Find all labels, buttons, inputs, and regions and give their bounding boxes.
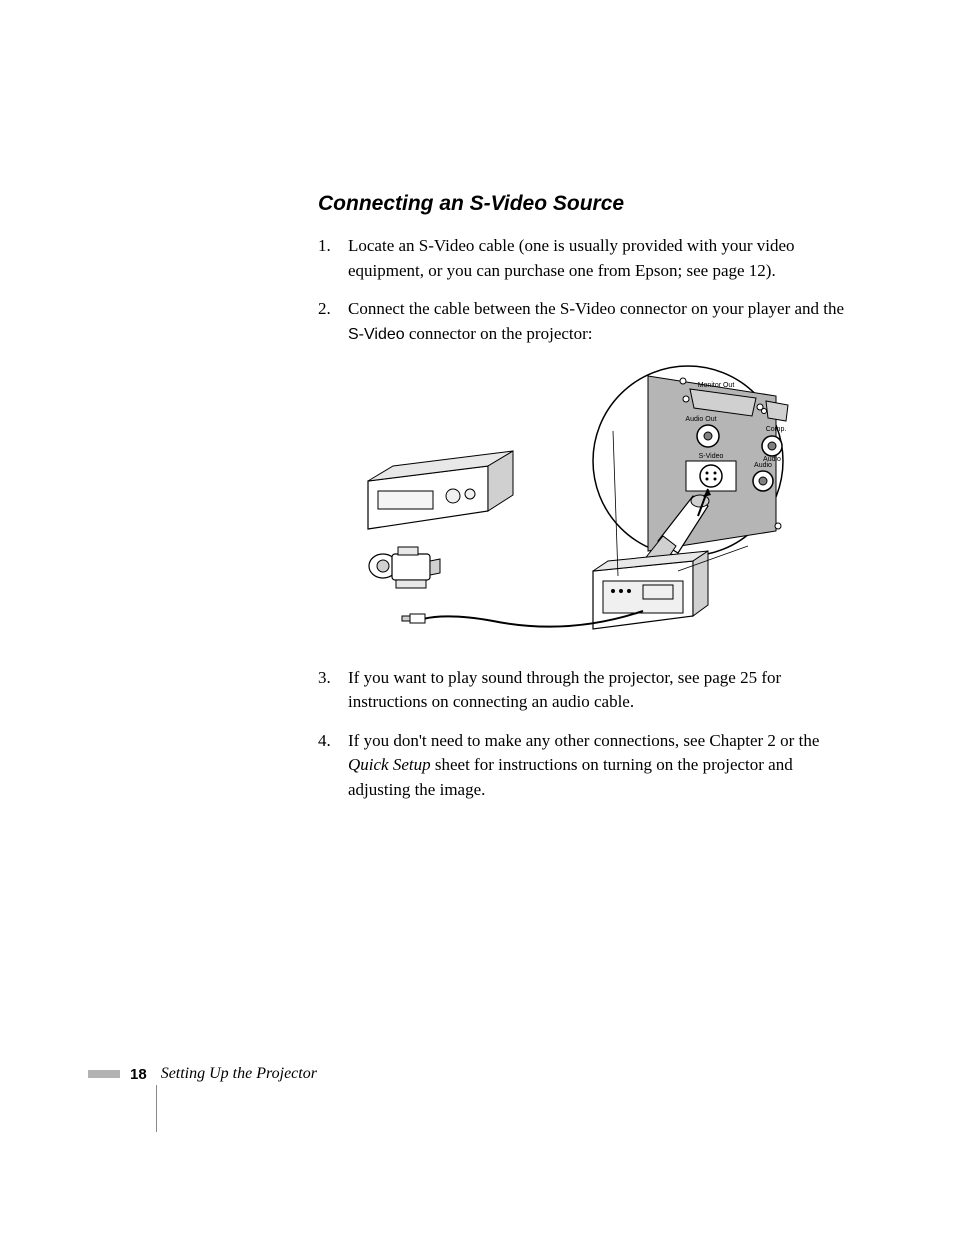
connection-diagram: Monitor Out Comp. Audio Out xyxy=(348,361,848,646)
footer-accent-bar xyxy=(88,1070,120,1078)
audio-jack-1: Audio xyxy=(762,436,782,463)
margin-rule xyxy=(156,1085,157,1132)
step-number: 4. xyxy=(318,729,348,803)
page-number: 18 xyxy=(130,1066,147,1083)
svg-text:Comp.: Comp. xyxy=(766,426,787,433)
text-run: If you don't need to make any other conn… xyxy=(348,731,819,750)
step-text: Locate an S-Video cable (one is usually … xyxy=(348,234,848,283)
step-1: 1. Locate an S-Video cable (one is usual… xyxy=(318,234,848,283)
step-text: If you don't need to make any other conn… xyxy=(348,729,848,803)
cable-end-plug xyxy=(402,614,425,623)
section-heading: Connecting an S-Video Source xyxy=(318,192,848,216)
svg-text:Audio: Audio xyxy=(754,462,772,469)
step-3: 3. If you want to play sound through the… xyxy=(318,666,848,715)
detail-circle: Monitor Out Comp. Audio Out xyxy=(593,366,788,573)
step-number: 1. xyxy=(318,234,348,283)
step-number: 2. xyxy=(318,297,348,346)
step-text: If you want to play sound through the pr… xyxy=(348,666,848,715)
text-run: connector on the projector: xyxy=(405,324,593,343)
step-4: 4. If you don't need to make any other c… xyxy=(318,729,848,803)
content-region: Connecting an S-Video Source 1. Locate a… xyxy=(318,192,848,817)
audio-jack-2: Audio xyxy=(753,462,773,491)
text-run: Connect the cable between the S-Video co… xyxy=(348,299,844,318)
camcorder xyxy=(369,547,440,588)
text-italic: Quick Setup xyxy=(348,755,431,774)
svg-text:Monitor Out: Monitor Out xyxy=(698,382,735,389)
page-footer: 18 Setting Up the Projector xyxy=(88,1065,317,1083)
step-2: 2. Connect the cable between the S-Video… xyxy=(318,297,848,346)
footer-chapter-title: Setting Up the Projector xyxy=(161,1065,317,1083)
svg-text:Audio Out: Audio Out xyxy=(685,416,716,423)
instruction-list-continued: 3. If you want to play sound through the… xyxy=(318,666,848,803)
page: Connecting an S-Video Source 1. Locate a… xyxy=(0,0,954,1235)
step-number: 3. xyxy=(318,666,348,715)
diagram-svg: Monitor Out Comp. Audio Out xyxy=(348,361,808,641)
dvd-player xyxy=(368,451,513,529)
instruction-list: 1. Locate an S-Video cable (one is usual… xyxy=(318,234,848,347)
svg-text:S-Video: S-Video xyxy=(699,453,724,460)
text-sans: S-Video xyxy=(348,326,405,343)
step-text: Connect the cable between the S-Video co… xyxy=(348,297,848,346)
